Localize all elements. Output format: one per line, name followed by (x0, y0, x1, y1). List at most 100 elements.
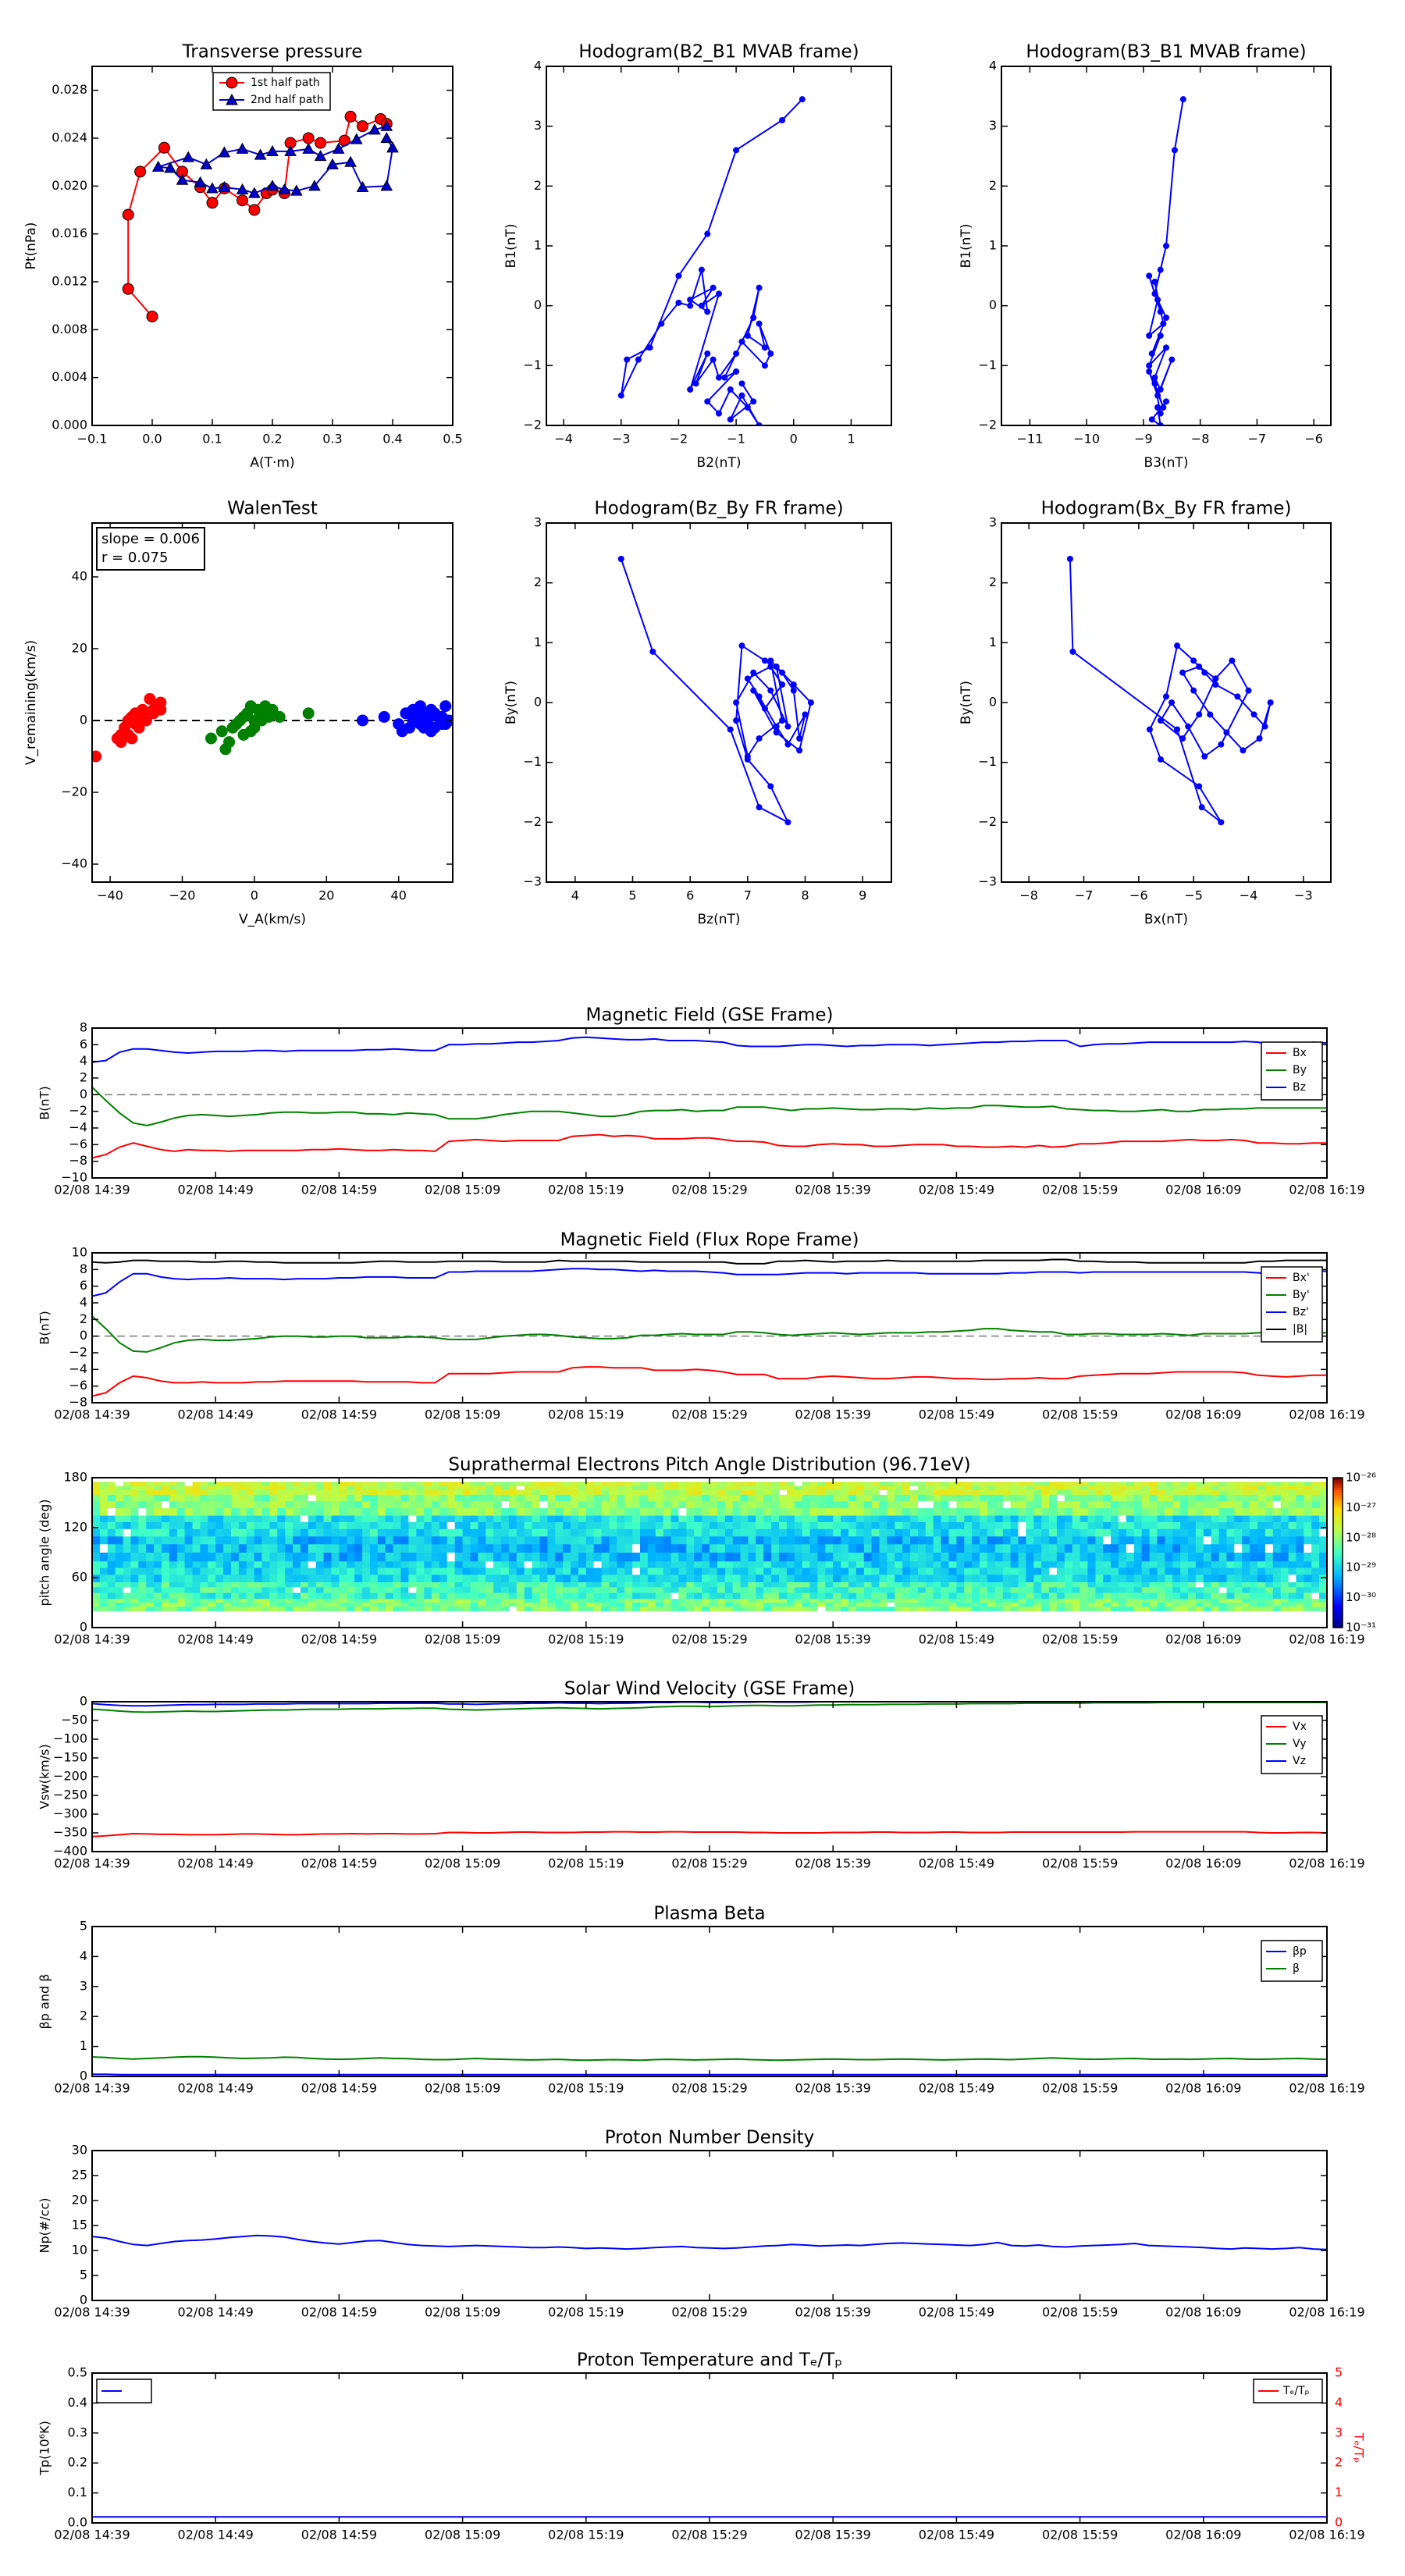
heatmap-cell (1203, 1560, 1212, 1569)
y-tick-label: 4 (80, 1295, 87, 1310)
heatmap-cell (879, 1528, 887, 1537)
heatmap-cell (400, 1598, 409, 1603)
heatmap-cell (609, 1544, 617, 1553)
heatmap-cell (1157, 1574, 1165, 1582)
heatmap-cell (323, 1606, 333, 1612)
heatmap-cell (1226, 1508, 1235, 1516)
heatmap-cell (578, 1508, 587, 1516)
heatmap-cell (1126, 1528, 1135, 1537)
heatmap-cell (948, 1587, 957, 1594)
heatmap-cell (925, 1574, 934, 1582)
heatmap-cell (593, 1560, 603, 1569)
heatmap-cell (863, 1553, 873, 1562)
colorbar-step (1333, 1612, 1343, 1616)
heatmap-cell (1111, 1553, 1119, 1562)
heatmap-cell (825, 1508, 834, 1516)
heatmap-cell (825, 1482, 834, 1487)
heatmap-cell (501, 1515, 510, 1523)
x-tick-label: 02/08 14:49 (178, 1407, 254, 1422)
heatmap-cell (1226, 1553, 1235, 1562)
heatmap-cell (1111, 1521, 1119, 1530)
data-point (750, 669, 757, 676)
heatmap-cell (1133, 1501, 1143, 1509)
heatmap-cell (486, 1598, 494, 1603)
heatmap-cell (385, 1535, 394, 1545)
heatmap-cell (424, 1598, 432, 1603)
heatmap-cell (362, 1544, 371, 1553)
heatmap-cell (223, 1521, 232, 1530)
legend-label: 1st half path (251, 76, 320, 89)
colorbar-step (1333, 1622, 1343, 1626)
heatmap-cell (647, 1582, 656, 1588)
heatmap-cell (1002, 1587, 1012, 1594)
heatmap-cell (1149, 1485, 1158, 1491)
heatmap-cell (123, 1515, 132, 1523)
heatmap-cell (354, 1544, 363, 1553)
heatmap-cell (508, 1587, 518, 1594)
heatmap-cell (416, 1582, 425, 1588)
heatmap-cell (1010, 1592, 1019, 1599)
heatmap-cell (246, 1587, 255, 1594)
heatmap-cell (848, 1508, 857, 1516)
heatmap-cell (208, 1606, 216, 1612)
heatmap-cell (740, 1567, 749, 1576)
heatmap-cell (910, 1501, 919, 1509)
heatmap-cell (578, 1494, 587, 1502)
heatmap-cell (1288, 1574, 1297, 1582)
plot-frame (546, 522, 892, 883)
heatmap-cell (424, 1508, 432, 1516)
heatmap-cell (678, 1598, 687, 1603)
heatmap-cell (1126, 1567, 1135, 1576)
x-tick-label: −4 (554, 432, 573, 447)
heatmap-cell (833, 1603, 841, 1607)
heatmap-cell (1280, 1494, 1289, 1502)
heatmap-cell (539, 1501, 548, 1509)
heatmap-cell (192, 1598, 201, 1603)
x-tick-label: 02/08 14:59 (301, 2528, 377, 2542)
heatmap-cell (1264, 1567, 1274, 1576)
x-tick-label: −40 (97, 888, 123, 903)
heatmap-cell (895, 1515, 903, 1523)
heatmap-cell (1010, 1501, 1019, 1509)
heatmap-cell (956, 1553, 965, 1562)
heatmap-cell (369, 1515, 379, 1523)
heatmap-cell (1033, 1574, 1042, 1582)
heatmap-cell (786, 1485, 795, 1491)
heatmap-cell (208, 1501, 216, 1509)
heatmap-cell (948, 1501, 957, 1509)
heatmap-cell (763, 1592, 772, 1599)
data-point (807, 699, 814, 706)
heatmap-cell (1072, 1598, 1081, 1603)
heatmap-cell (261, 1521, 270, 1530)
heatmap-cell (848, 1485, 857, 1491)
heatmap-cell (802, 1598, 811, 1603)
heatmap-cell (817, 1528, 826, 1537)
heatmap-cell (192, 1501, 201, 1509)
heatmap-cell (887, 1544, 895, 1553)
heatmap-cell (454, 1553, 464, 1562)
legend-label: βp (1293, 1945, 1307, 1958)
heatmap-cell (1272, 1482, 1282, 1487)
heatmap-cell (261, 1598, 270, 1603)
time-panel-1: Magnetic Field (Flux Rope Frame)−8−6−4−2… (37, 1230, 1365, 1422)
heatmap-cell (902, 1544, 911, 1553)
heatmap-cell (347, 1501, 355, 1509)
heatmap-cell (462, 1544, 471, 1553)
heatmap-cell (532, 1485, 541, 1491)
heatmap-cell (663, 1544, 672, 1553)
heatmap-cell (432, 1515, 440, 1523)
heatmap-cell (1311, 1494, 1320, 1502)
heatmap-cell (176, 1560, 186, 1569)
heatmap-cell (1165, 1587, 1173, 1594)
heatmap-cell (200, 1582, 208, 1588)
heatmap-cell (1211, 1603, 1220, 1607)
data-point (302, 707, 315, 720)
heatmap-cell (624, 1508, 633, 1516)
heatmap-cell (1280, 1587, 1289, 1594)
heatmap-cell (1172, 1582, 1181, 1588)
heatmap-cell (208, 1553, 216, 1562)
heatmap-cell (1095, 1528, 1104, 1537)
heatmap-cell (1211, 1560, 1220, 1569)
heatmap-cell (115, 1515, 124, 1523)
heatmap-cell (663, 1587, 672, 1594)
